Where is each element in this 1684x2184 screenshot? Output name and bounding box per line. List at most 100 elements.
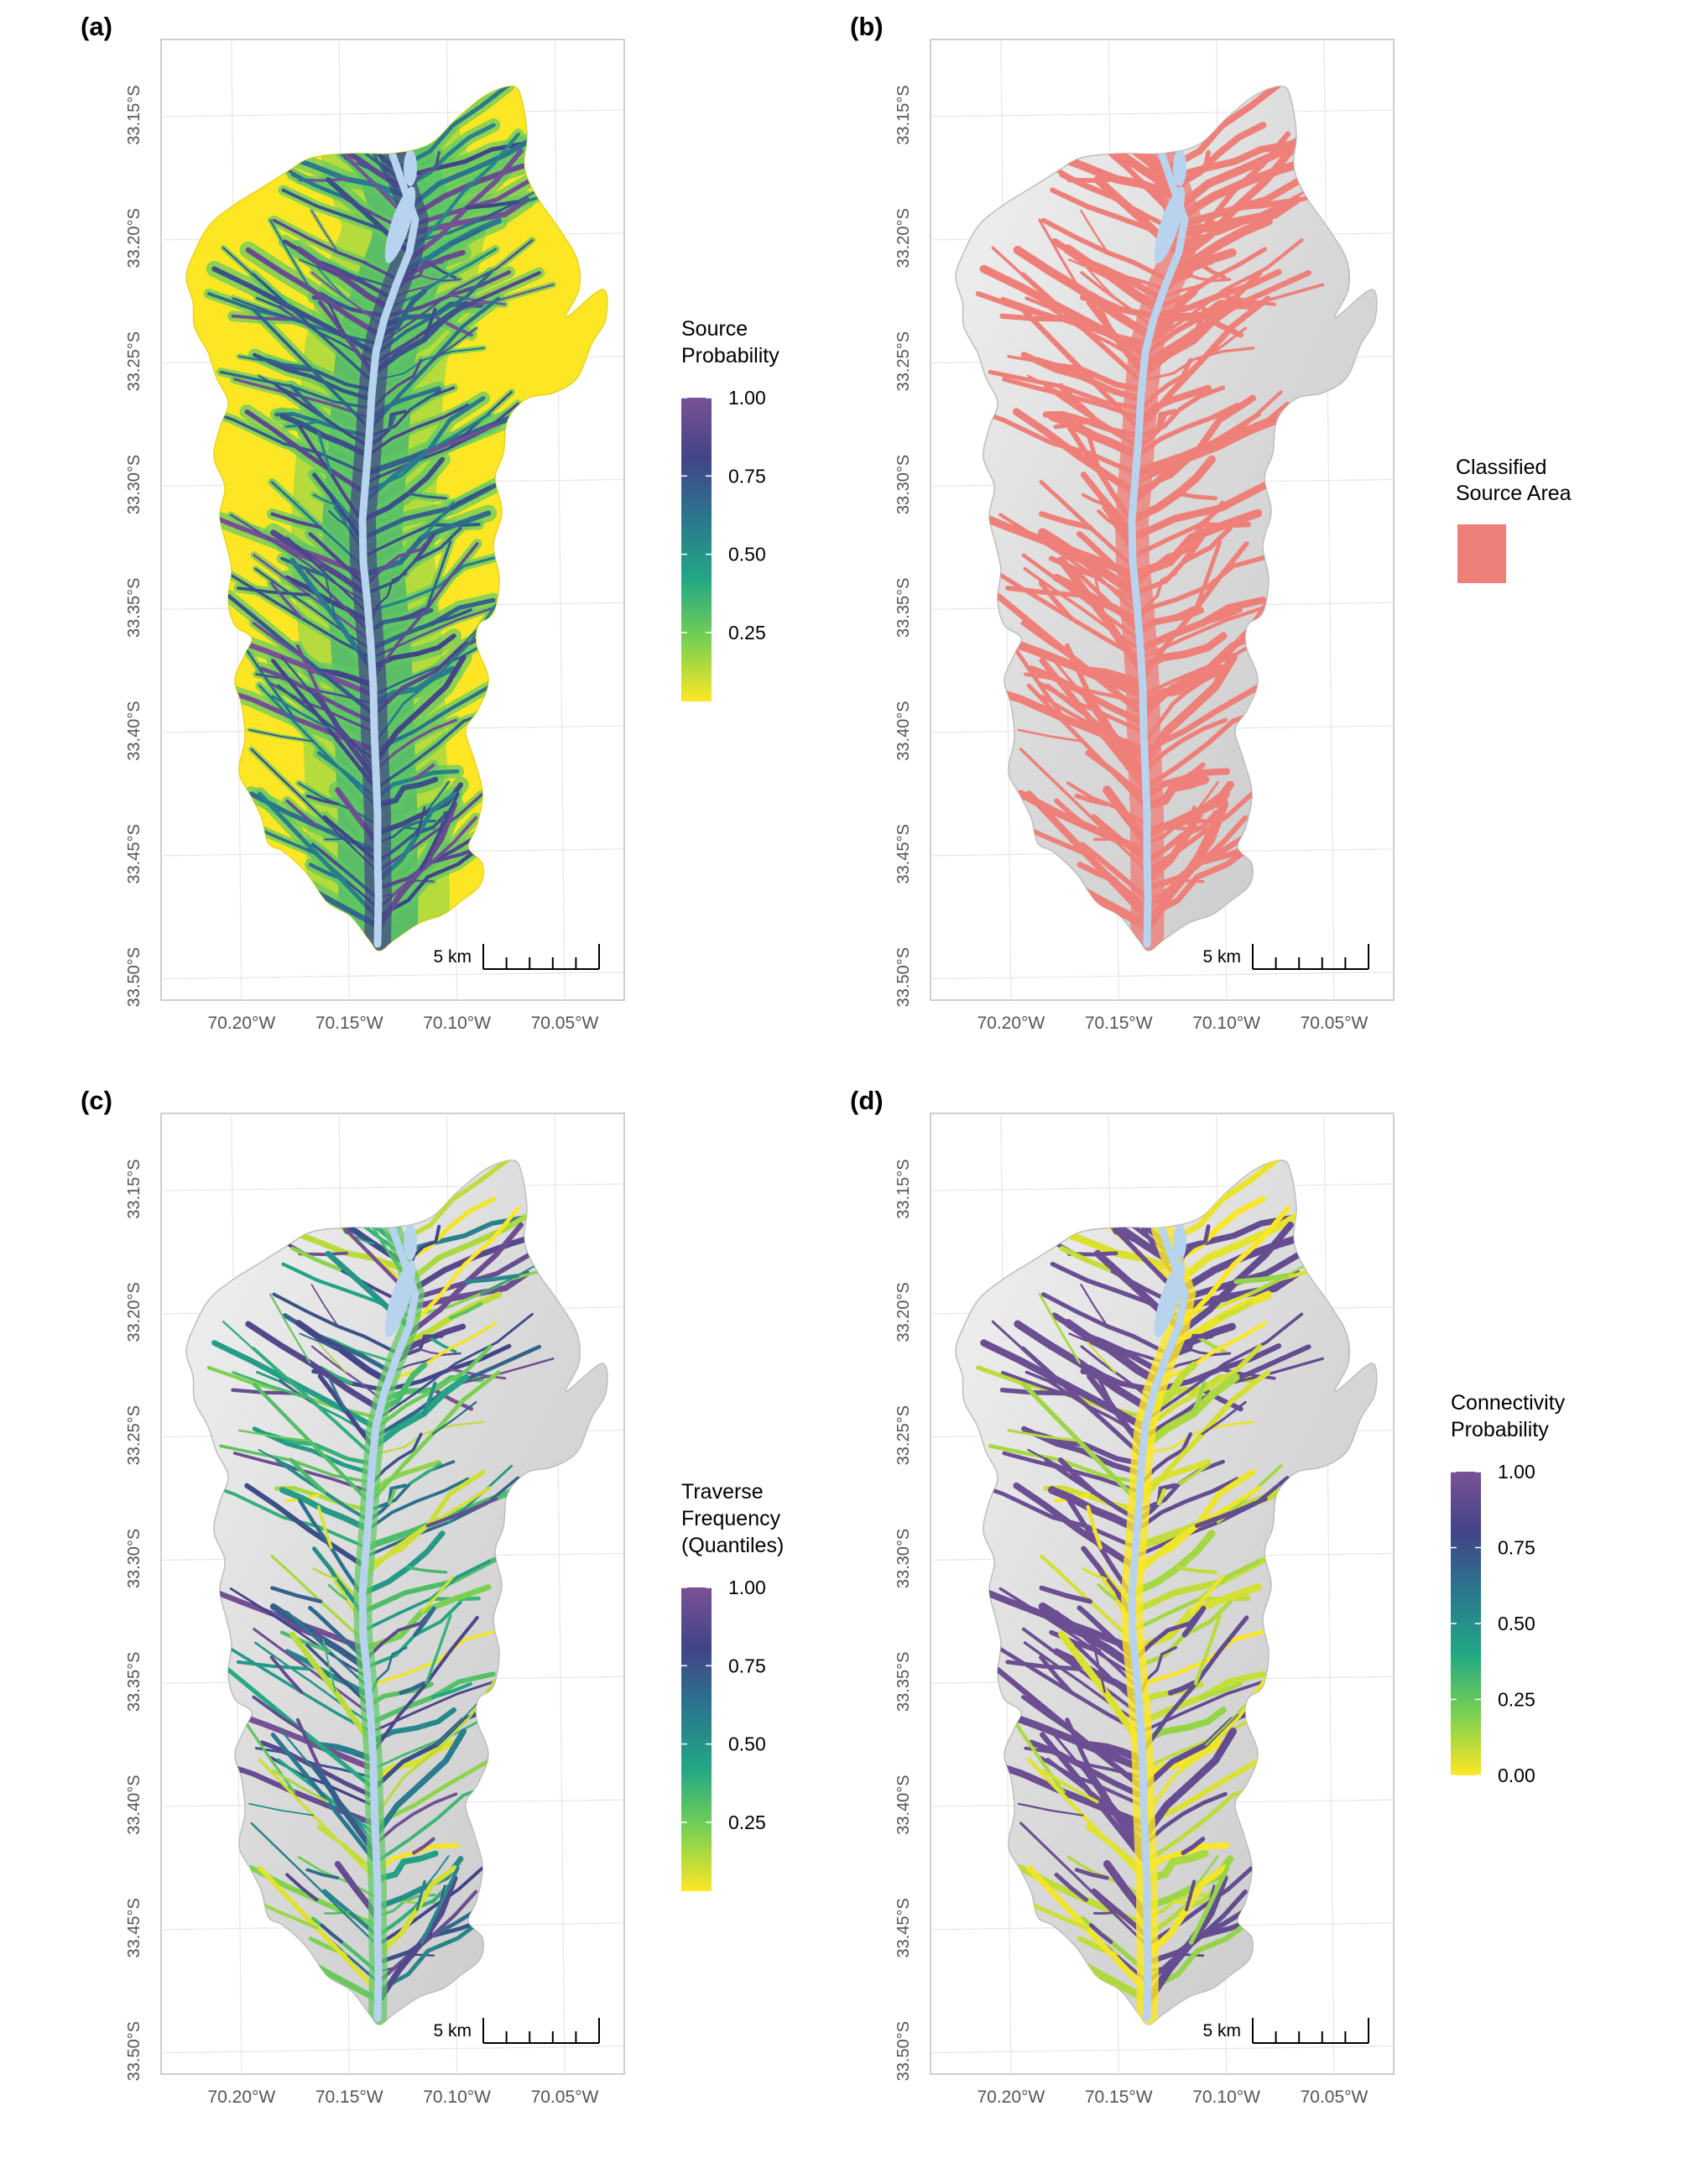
connectivity-path <box>1053 1648 1139 1698</box>
tributary <box>316 431 333 476</box>
traverse-path <box>420 1575 455 1613</box>
traverse-path <box>236 1660 311 1671</box>
lat-tick-label: 33.40°S <box>125 701 143 760</box>
traverse-path <box>254 1641 370 1723</box>
traverse-path <box>420 1866 460 1945</box>
lon-tick-label: 70.15°W <box>1085 1014 1153 1033</box>
connectivity-path <box>1179 1205 1290 1327</box>
source-area <box>1007 355 1081 369</box>
source-area <box>1144 347 1255 382</box>
connectivity-path <box>1189 1574 1225 1614</box>
legend-title: Traverse <box>681 1480 764 1504</box>
connectivity-path <box>1144 1420 1255 1456</box>
traverse-path <box>374 1420 485 1456</box>
connectivity-path <box>1205 1703 1248 1746</box>
panel-tag: (a) <box>81 12 112 41</box>
legend-tick-label: 1.00 <box>728 387 766 409</box>
lat-tick-label: 33.15°S <box>894 85 913 144</box>
tributary <box>409 388 442 411</box>
connectivity-path <box>1193 1854 1219 1889</box>
legend-title: Probability <box>1451 1418 1549 1441</box>
tributary <box>195 508 365 576</box>
lon-tick-label: 70.10°W <box>423 2088 491 2107</box>
connectivity-path <box>1139 1459 1212 1494</box>
source-area <box>1144 269 1263 356</box>
tributary <box>435 629 477 672</box>
tributary <box>404 122 496 189</box>
legend-title: Frequency <box>681 1507 781 1530</box>
traverse-path <box>310 1284 339 1327</box>
lat-tick-label: 33.25°S <box>894 1405 913 1465</box>
connectivity-path <box>1181 1605 1207 1638</box>
panel-tag: (b) <box>850 12 884 41</box>
connectivity-path <box>1040 1769 1099 1804</box>
source-area <box>1000 296 1081 326</box>
tributary <box>237 355 310 368</box>
traverse-path <box>290 1246 342 1272</box>
tributary <box>389 248 498 308</box>
tributary <box>310 87 348 160</box>
lat-tick-label: 33.40°S <box>894 701 913 760</box>
traverse-path <box>435 1703 477 1746</box>
connectivity-path <box>1145 1791 1228 1844</box>
lat-tick-label: 33.15°S <box>894 1159 913 1218</box>
tributary <box>415 805 426 837</box>
connectivity-path <box>1088 1923 1113 1944</box>
tributary <box>232 297 310 326</box>
traverse-path <box>244 1483 365 1568</box>
legend-swatch <box>1457 524 1506 583</box>
tributary <box>322 564 336 619</box>
legend: Traverse Frequency (Quantiles) 1.00 0.75 0.50… <box>681 1480 784 1891</box>
traverse-path <box>232 1371 310 1400</box>
reservoir-lake <box>384 1260 416 1337</box>
traverse-path <box>322 1638 336 1693</box>
tributary <box>310 210 339 253</box>
traverse-path <box>376 1792 458 1843</box>
source-area <box>1012 408 1136 495</box>
tributary <box>374 347 485 382</box>
traverse-path <box>372 1432 423 1483</box>
legend-title: Probability <box>681 344 779 367</box>
tributary <box>431 327 477 362</box>
tributary <box>451 284 555 313</box>
traverse-path <box>415 1879 426 1911</box>
river-upper-lake <box>404 1223 417 1260</box>
connectivity-path <box>1188 1347 1212 1356</box>
traverse-path <box>279 1630 331 1653</box>
catchment-area <box>185 1160 608 2025</box>
scale-bar-label: 5 km <box>433 2021 472 2041</box>
grid-lat-line <box>160 109 625 117</box>
source-area <box>1217 227 1254 247</box>
legend-tick-label: 0.50 <box>1498 1613 1535 1634</box>
source-area <box>1080 209 1109 254</box>
traverse-path <box>324 1910 351 1915</box>
source-area <box>1189 500 1225 540</box>
lat-tick-label: 33.35°S <box>125 1652 143 1712</box>
tributary <box>328 509 348 527</box>
connectivity-path <box>1147 1866 1254 1946</box>
connectivity-path <box>1059 1245 1112 1272</box>
tributary <box>305 794 340 805</box>
grid-lon-line <box>554 1113 566 2075</box>
source-area <box>1000 635 1145 699</box>
connectivity-path <box>1077 1605 1135 1660</box>
source-area <box>1020 352 1142 402</box>
traverse-path <box>279 1487 368 1531</box>
tributary <box>250 748 377 871</box>
source-area <box>1147 842 1255 919</box>
traverse-path <box>480 1262 541 1295</box>
lon-tick-label: 70.20°W <box>977 1014 1045 1033</box>
traverse-path <box>252 1695 305 1733</box>
river-upper-lake <box>1173 1223 1186 1260</box>
lat-tick-label: 33.30°S <box>125 455 143 514</box>
connectivity-path <box>1191 1380 1207 1416</box>
source-area <box>1074 793 1110 806</box>
legend-title: Classified <box>1456 456 1546 479</box>
traverse-path <box>465 1274 519 1284</box>
legend-tick-label: 0.75 <box>728 1655 766 1676</box>
traverse-path <box>379 1312 534 1419</box>
lon-tick-label: 70.20°W <box>207 2088 275 2107</box>
traverse-path <box>284 1649 369 1697</box>
tributary <box>271 695 330 729</box>
source-area <box>1097 509 1118 528</box>
